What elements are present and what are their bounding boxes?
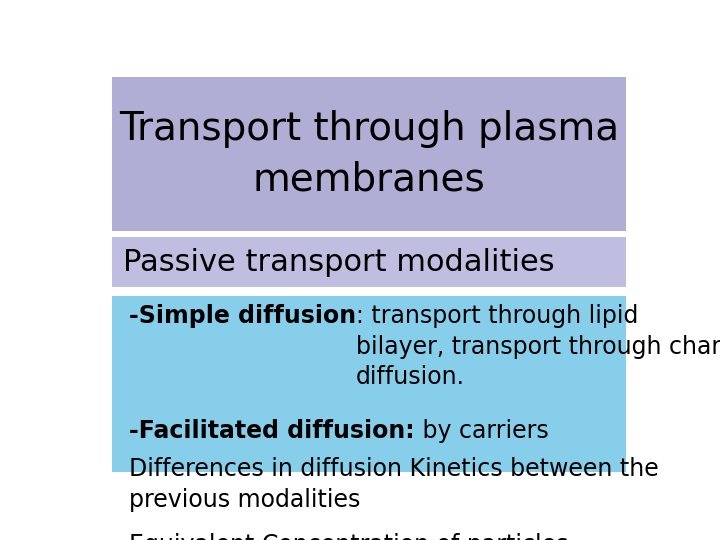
Text: Equivalent Concentration of particles.: Equivalent Concentration of particles. xyxy=(129,534,576,540)
Text: -Facilitated diffusion:: -Facilitated diffusion: xyxy=(129,418,415,443)
FancyBboxPatch shape xyxy=(112,77,626,231)
FancyBboxPatch shape xyxy=(112,295,626,472)
Text: Passive transport modalities: Passive transport modalities xyxy=(124,248,555,277)
Text: Transport through plasma
membranes: Transport through plasma membranes xyxy=(119,110,619,198)
Text: Differences in diffusion Kinetics between the
previous modalities: Differences in diffusion Kinetics betwee… xyxy=(129,457,659,511)
Text: by carriers: by carriers xyxy=(415,418,549,443)
Text: : transport through lipid
bilayer, transport through channels, Ficks law of
diff: : transport through lipid bilayer, trans… xyxy=(356,304,720,389)
FancyBboxPatch shape xyxy=(112,238,626,287)
Text: -Simple diffusion: -Simple diffusion xyxy=(129,304,356,328)
